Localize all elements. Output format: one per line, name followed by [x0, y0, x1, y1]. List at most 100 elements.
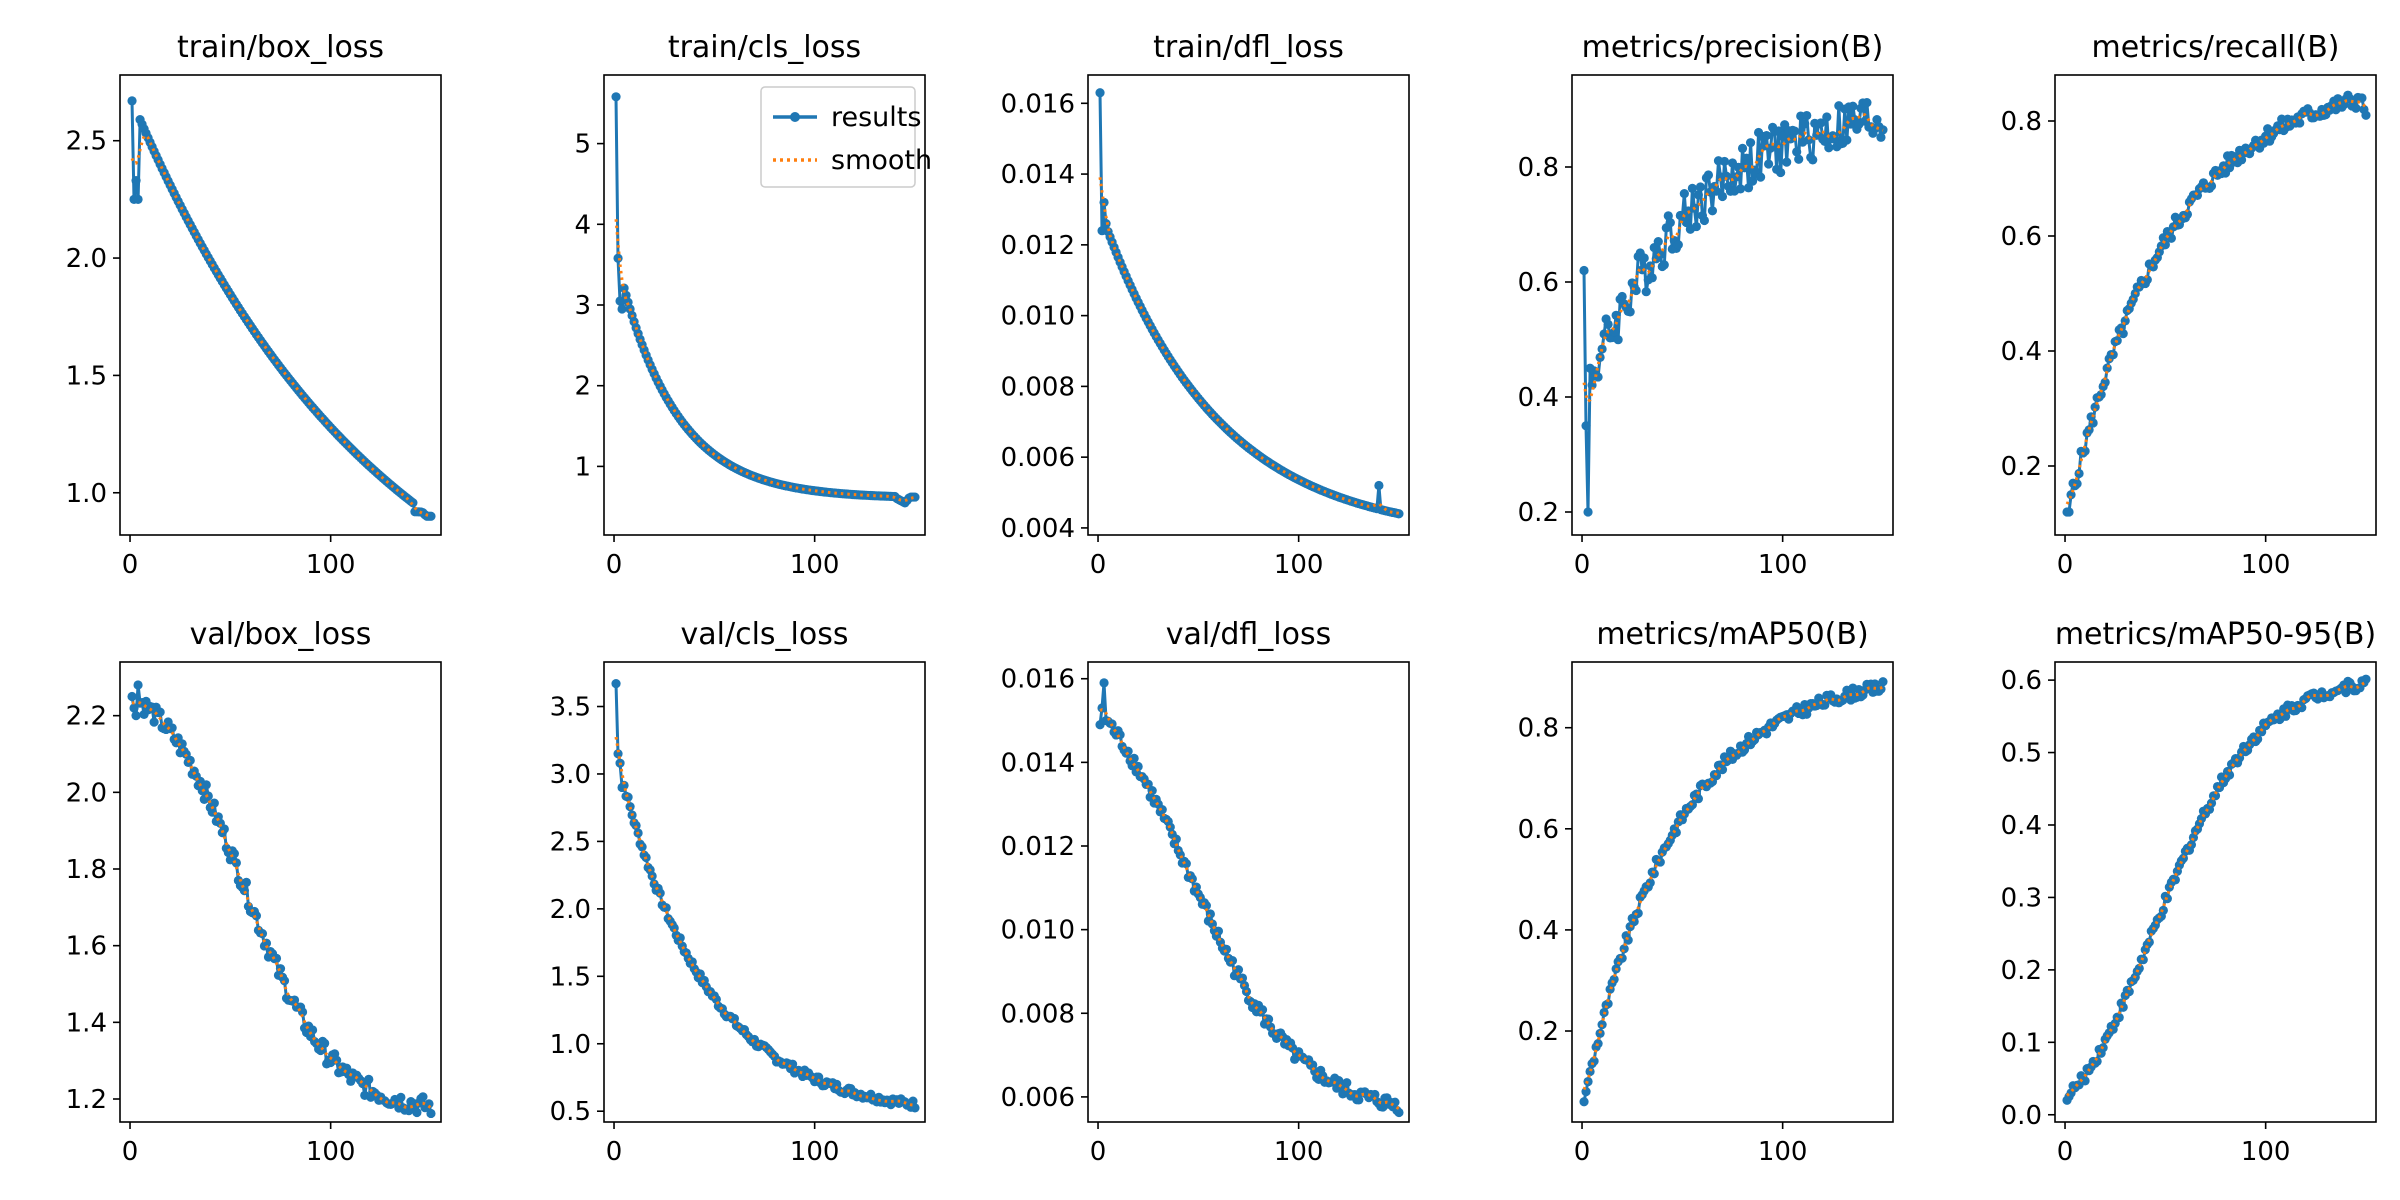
- x-tick-label: 100: [790, 550, 840, 580]
- plot-area: [1579, 677, 1888, 1107]
- panel-title: metrics/mAP50-95(B): [2055, 617, 2376, 652]
- x-tick-label: 100: [2241, 550, 2291, 580]
- legend: results smooth: [760, 86, 932, 188]
- y-tick-label: 3.5: [550, 693, 591, 723]
- panel-val_cls_loss: val/cls_loss 0 100 0.5 1.0 1.5 2.0 2.5 3.0 3.5: [550, 617, 926, 1167]
- results-point: [1741, 153, 1752, 163]
- y-tick-label: 2.5: [66, 127, 107, 157]
- results-point: [1653, 236, 1663, 247]
- panel-metrics_recall: metrics/recall(B) 0 100 0.2 0.4 0.6 0.8: [2001, 30, 2377, 580]
- x-tick-label: 0: [1574, 550, 1591, 580]
- plot-area: [2062, 90, 2371, 517]
- y-tick-label: 0.6: [2001, 666, 2042, 696]
- y-tick-label: 0.8: [1518, 714, 1559, 744]
- panel-metrics_map50: metrics/mAP50(B) 0 100 0.2 0.4 0.6 0.8: [1518, 617, 1894, 1167]
- smooth-line: [2066, 680, 2367, 1097]
- results-point: [1693, 794, 1703, 804]
- results-point: [1764, 159, 1774, 169]
- panel-title: val/cls_loss: [681, 617, 849, 652]
- y-tick-label: 0.6: [1518, 268, 1559, 298]
- results-point: [1703, 170, 1714, 180]
- results-point: [623, 792, 633, 802]
- results-point: [133, 680, 143, 690]
- results-point: [613, 749, 623, 759]
- results-point: [275, 964, 286, 974]
- y-tick-label: 1.4: [66, 1008, 107, 1038]
- results-point: [1747, 176, 1758, 186]
- y-tick-label: 0.016: [1001, 89, 1075, 119]
- results-point: [1800, 119, 1810, 129]
- panel-title: val/dfl_loss: [1166, 617, 1331, 652]
- results-point: [1870, 679, 1880, 689]
- y-tick-label: 0.016: [1001, 665, 1075, 695]
- results-point: [149, 717, 159, 727]
- plot-area: [1095, 88, 1404, 519]
- results-point: [1745, 138, 1756, 148]
- results-point: [637, 842, 647, 852]
- smooth-line: [130, 133, 432, 518]
- x-tick-label: 100: [1758, 550, 1808, 580]
- results-point: [1665, 217, 1675, 228]
- results-point: [1593, 372, 1603, 382]
- plot-area: [2062, 674, 2371, 1105]
- results-point: [1133, 761, 1143, 772]
- results-point: [1735, 184, 1746, 194]
- results-point: [289, 995, 300, 1005]
- results-point: [1647, 273, 1657, 283]
- results-point: [2361, 110, 2371, 120]
- results-point: [1776, 167, 1786, 178]
- results-point: [1691, 221, 1701, 232]
- y-tick-label: 0.5: [550, 1097, 591, 1127]
- results-point: [209, 798, 219, 808]
- results-point: [1595, 1028, 1605, 1039]
- results-point: [1639, 253, 1649, 263]
- results-point: [1099, 197, 1109, 207]
- x-tick-label: 100: [2241, 1137, 2291, 1167]
- y-tick-label: 1.0: [550, 1030, 591, 1060]
- x-tick-label: 100: [306, 550, 356, 580]
- results-point: [185, 755, 195, 765]
- results-point: [1583, 507, 1593, 517]
- results-point: [1633, 908, 1643, 918]
- y-tick-label: 0.0: [2001, 1101, 2042, 1131]
- y-tick-label: 2.0: [66, 778, 107, 808]
- results-point: [621, 290, 631, 300]
- results-point: [127, 691, 137, 702]
- results-point: [1645, 261, 1655, 271]
- results-point: [426, 511, 436, 521]
- y-tick-label: 2.0: [550, 895, 591, 925]
- y-tick-label: 0.006: [1001, 1083, 1075, 1113]
- results-point: [201, 780, 211, 790]
- y-tick-label: 3.0: [550, 760, 591, 790]
- smooth-line: [1098, 177, 1400, 515]
- x-tick-label: 0: [2057, 1137, 2074, 1167]
- results-point: [1263, 1014, 1274, 1024]
- results-point: [1354, 1095, 1364, 1105]
- results-point: [1681, 217, 1691, 228]
- y-tick-label: 0.2: [2001, 452, 2042, 482]
- x-tick-label: 100: [1274, 1137, 1324, 1167]
- results-point: [1641, 287, 1651, 297]
- y-tick-label: 4: [574, 210, 591, 240]
- results-point: [729, 1013, 740, 1024]
- x-tick-label: 0: [122, 550, 139, 580]
- y-tick-label: 1.5: [66, 361, 107, 391]
- results-point: [2170, 875, 2180, 885]
- results-point: [1721, 171, 1732, 181]
- results-point: [1699, 215, 1710, 226]
- results-point: [1792, 147, 1802, 157]
- results-point: [320, 1038, 330, 1048]
- smooth-line: [614, 219, 916, 503]
- results-point: [1597, 344, 1607, 354]
- results-point: [2295, 118, 2305, 128]
- results-point: [1581, 421, 1591, 431]
- results-point: [619, 780, 629, 790]
- results-point: [1342, 1078, 1352, 1088]
- plot-area: [127, 680, 436, 1119]
- results-point: [1766, 143, 1776, 153]
- results-point: [631, 820, 641, 831]
- results-point: [1394, 509, 1404, 519]
- results-point: [1822, 112, 1832, 122]
- y-tick-label: 0.8: [2001, 107, 2042, 137]
- y-tick-label: 0.010: [1001, 302, 1075, 332]
